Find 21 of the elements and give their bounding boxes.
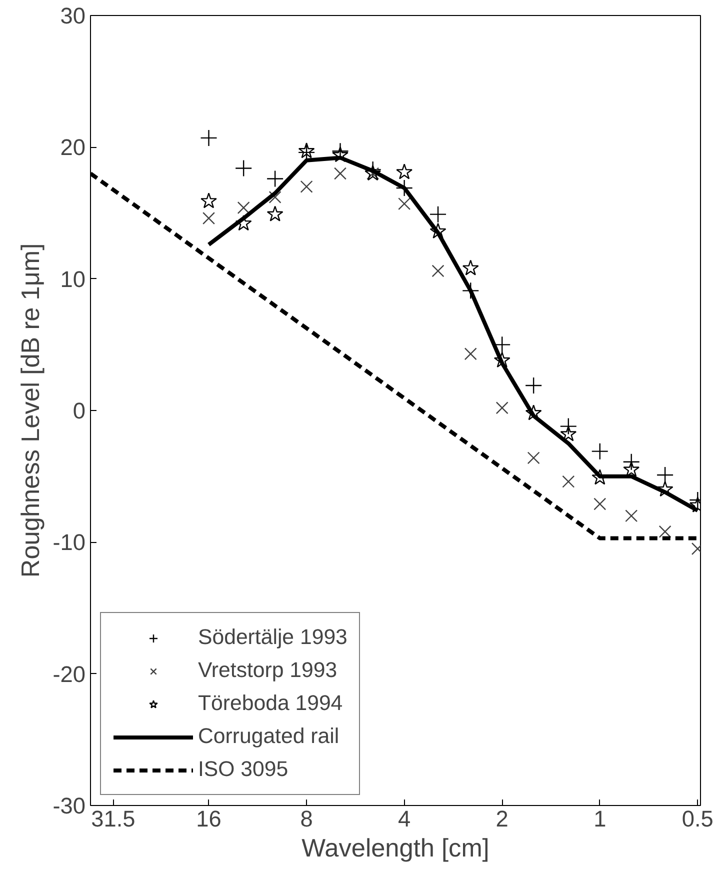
y-tick-label: -30 — [52, 792, 86, 818]
x-tick-label: 1 — [594, 806, 606, 832]
y-tick-label: 0 — [72, 398, 86, 424]
x-tick-label: 16 — [196, 806, 222, 832]
legend-label: ISO 3095 — [198, 757, 288, 782]
legend-label: Vretstorp 1993 — [198, 658, 338, 683]
y-tick-label: -10 — [52, 529, 86, 556]
x-tick-label: 4 — [398, 806, 411, 832]
legend-label: Södertälje 1993 — [198, 625, 348, 650]
y-tick-label: -20 — [52, 660, 86, 687]
x-tick-label: 2 — [496, 806, 508, 832]
legend-label: Corrugated rail — [198, 724, 340, 749]
legend-label: Töreboda 1994 — [198, 691, 343, 716]
y-tick-label: 20 — [60, 134, 86, 160]
x-tick-label: 0.5 — [682, 806, 714, 832]
y-axis-title: Roughness Level [dB re 1μm] — [16, 243, 45, 578]
x-tick-label: 8 — [300, 806, 313, 832]
y-tick-label: 30 — [60, 2, 86, 28]
y-tick-label: 10 — [60, 266, 86, 292]
x-tick-label: 31.5 — [91, 806, 136, 832]
x-axis-title: Wavelength [cm] — [302, 834, 490, 862]
